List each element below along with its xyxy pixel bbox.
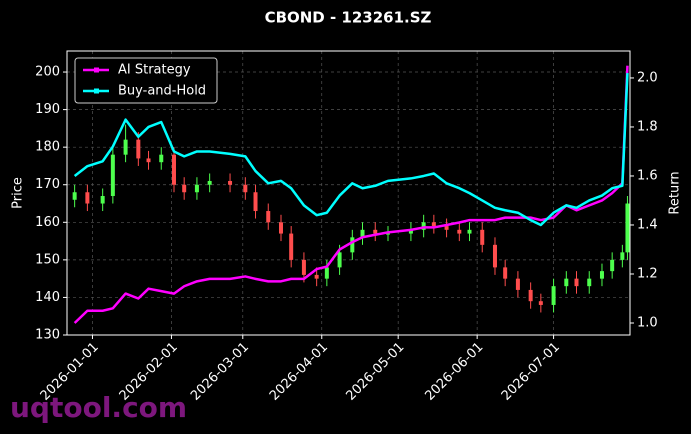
legend-box	[74, 57, 218, 104]
y2-axis-label: Return	[668, 171, 683, 214]
legend-label: Buy-and-Hold	[118, 84, 206, 99]
candle-body	[431, 222, 436, 227]
candle-body	[564, 278, 569, 287]
y2-tick-label: 1.8	[637, 119, 658, 134]
candle-body	[278, 222, 283, 234]
candle-body	[503, 267, 508, 279]
candle-body	[421, 222, 426, 230]
candle-body	[194, 184, 199, 193]
y-tick-label: 150	[35, 252, 60, 267]
candle-body	[492, 244, 497, 268]
candle-body	[444, 226, 449, 230]
candle-body	[100, 196, 105, 204]
candle-body	[620, 252, 625, 260]
candle-body	[72, 192, 77, 200]
y-tick-label: 190	[35, 102, 60, 117]
return-line	[73, 72, 629, 227]
candle-body	[123, 139, 128, 155]
candle-body	[159, 154, 164, 163]
candle-body	[85, 192, 90, 204]
y-tick-label: 140	[35, 290, 60, 305]
candle-body	[360, 229, 365, 238]
y-tick-label: 180	[35, 140, 60, 155]
y-tick-label: 170	[35, 177, 60, 192]
candle-body	[289, 233, 294, 260]
candle-body	[253, 192, 258, 212]
candle-body	[480, 229, 485, 245]
candle-body	[337, 252, 342, 268]
legend-label: AI Strategy	[118, 63, 191, 78]
candle-body	[373, 229, 378, 234]
candle-body	[515, 278, 520, 290]
y-tick-label: 130	[35, 328, 60, 343]
candle-body	[408, 229, 413, 234]
candle-body	[171, 154, 176, 185]
candle-body	[467, 229, 472, 234]
watermark: uqtool.com	[10, 391, 187, 424]
candle-body	[207, 180, 212, 185]
y2-tick-label: 1.6	[637, 168, 658, 183]
candle-body	[228, 180, 233, 185]
chart-title: CBOND - 123261.SZ	[265, 9, 432, 27]
candle-body	[528, 289, 533, 302]
plot-frame	[66, 50, 631, 336]
y2-tick-label: 1.4	[637, 217, 658, 232]
candle-body	[243, 184, 248, 193]
candle-body	[625, 203, 630, 253]
legend-marker	[94, 67, 99, 73]
candle-body	[314, 274, 319, 279]
candle-body	[599, 271, 604, 279]
candle-body	[182, 184, 187, 193]
candle-body	[110, 154, 115, 197]
candle-body	[551, 286, 556, 305]
y2-tick-label: 1.0	[637, 315, 658, 330]
candle-body	[350, 237, 355, 253]
candle-body	[574, 278, 579, 287]
candle-body	[610, 259, 615, 272]
candle-body	[457, 229, 462, 234]
candle-body	[324, 267, 329, 279]
candle-body	[146, 158, 151, 163]
candle-body	[587, 278, 592, 287]
y-axis-label: Price	[11, 177, 26, 209]
y2-tick-label: 2.0	[637, 70, 658, 85]
legend: AI Strategy Buy-and-Hold	[74, 57, 218, 104]
y-tick-label: 200	[35, 65, 60, 80]
candle-body	[266, 211, 271, 223]
candle-body	[136, 139, 141, 159]
candle-body	[385, 233, 390, 235]
candle-body	[301, 259, 306, 275]
y2-tick-label: 1.2	[637, 266, 658, 281]
legend-marker	[94, 88, 99, 94]
y-tick-label: 160	[35, 215, 60, 230]
candle-body	[538, 301, 543, 305]
